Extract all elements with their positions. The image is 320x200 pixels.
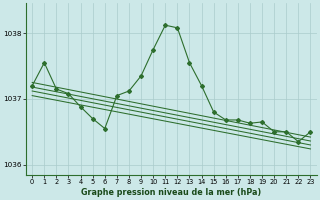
X-axis label: Graphe pression niveau de la mer (hPa): Graphe pression niveau de la mer (hPa) — [81, 188, 261, 197]
